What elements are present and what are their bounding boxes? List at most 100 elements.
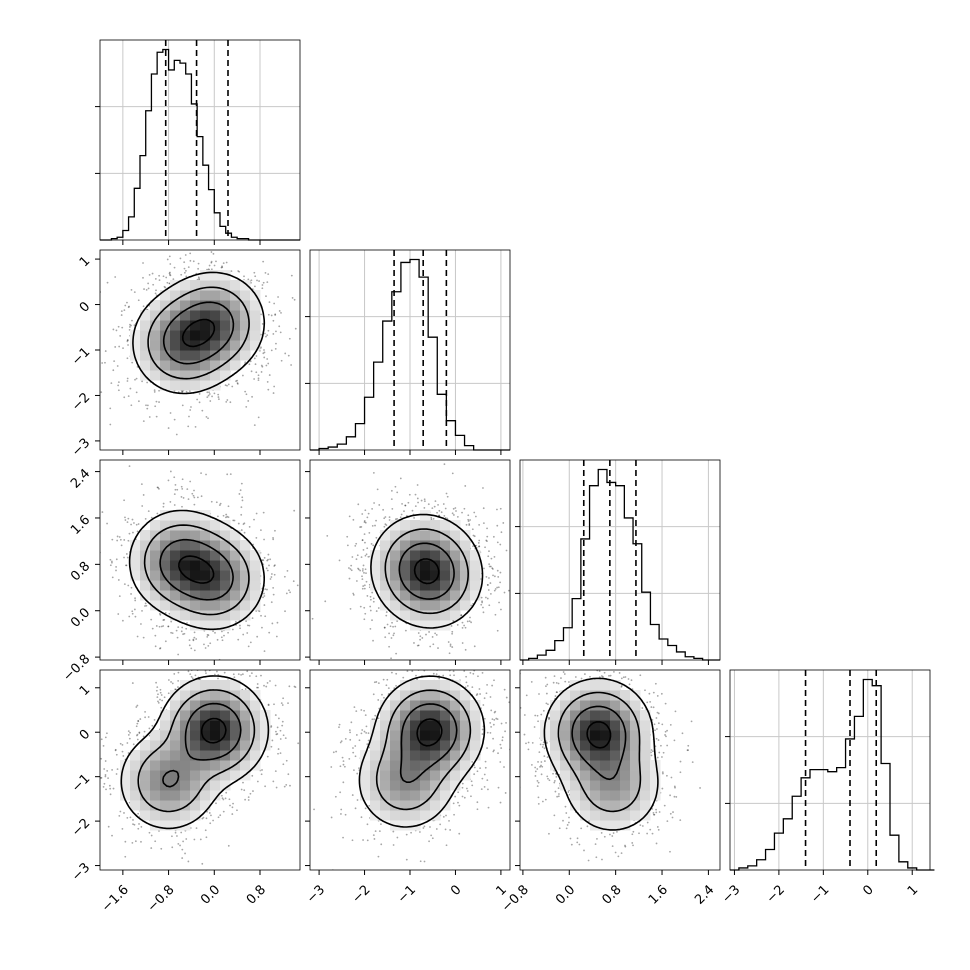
density-cell [210,580,221,591]
scatter-point [156,463,158,465]
scatter-point [234,620,237,623]
scatter-point [239,627,241,630]
density-cell [180,370,191,381]
scatter-point [370,542,373,545]
scatter-point [485,575,488,578]
scatter-point [154,405,157,408]
density-cell [220,540,231,551]
scatter-point [111,834,113,837]
density-cell [150,590,161,601]
density-cell [160,520,171,531]
scatter-point [482,522,485,525]
contour-line-0 [181,318,216,348]
scatter-point [440,511,443,514]
scatter-point [255,675,258,678]
scatter-point [499,581,502,584]
scatter-point [274,314,277,316]
scatter-point [183,267,186,270]
scatter-point [128,532,131,535]
scatter-point [158,274,161,277]
scatter-point [230,270,233,273]
density-cell [420,520,431,531]
density-cell [180,300,191,311]
scatter-point [206,245,208,247]
scatter-point [266,281,269,284]
scatter-point [117,325,120,328]
scatter-point [181,390,184,393]
scatter-point [278,310,281,312]
scatter-point [478,524,481,526]
scatter-point [256,635,259,638]
scatter-point [125,564,127,567]
scatter-point [159,613,162,616]
density-cell [190,580,201,591]
scatter-point [232,519,235,522]
scatter-point [267,553,270,556]
scatter-point [348,515,351,518]
scatter-point [247,645,250,648]
scatter-point [489,582,492,584]
scatter-point [488,563,491,566]
scatter-point [481,601,483,604]
scatter-point [383,626,386,629]
scatter-point [510,558,512,560]
scatter-point [250,370,253,373]
scatter-point [350,569,353,572]
density-cell [440,550,451,561]
density-cell [220,360,231,371]
density-cell [210,570,221,581]
scatter-point [302,636,304,638]
scatter-point [209,642,212,645]
scatter-point [482,606,484,609]
scatter-point [141,380,143,383]
density-cell [210,620,221,631]
scatter-point [124,855,127,858]
panel-frame [99,39,301,241]
scatter-point [115,329,118,332]
density-cell [210,270,221,281]
scatter-point [215,260,217,263]
scatter-point [272,780,275,783]
scatter-point [231,628,234,631]
scatter-point [109,564,112,567]
density-cell [400,570,411,581]
scatter-point [261,559,264,562]
density-cell [210,520,221,531]
scatter-point [255,610,258,612]
density-cell [460,570,471,581]
density-cell [180,340,191,351]
scatter-point [193,496,196,499]
scatter-point [359,569,362,572]
scatter-point [283,575,286,578]
density-cell [160,530,171,541]
density-cell [370,550,381,561]
density-cell [440,600,451,611]
scatter-point [383,626,386,629]
density-cell [190,610,201,621]
scatter-point [189,409,192,411]
density-cell [170,370,181,381]
scatter-point [253,271,256,274]
scatter-point [499,507,502,510]
scatter-point [144,605,146,607]
scatter-point [386,623,389,626]
scatter-point [193,838,196,841]
scatter-point [255,355,258,357]
density-cell [440,540,451,551]
scatter-point [467,514,470,517]
scatter-point [106,522,108,525]
scatter-point [417,644,420,647]
density-cell [220,600,231,611]
scatter-point [273,385,276,388]
scatter-point [419,638,421,641]
density-cell [430,570,441,581]
density-cell [420,550,431,561]
scatter-point [262,352,265,355]
density-cell [460,530,471,541]
scatter-point [164,286,167,289]
scatter-point [274,770,277,773]
density-cell [170,300,181,311]
density-cell [150,560,161,571]
density-cell [150,350,161,361]
scatter-point [481,600,483,603]
